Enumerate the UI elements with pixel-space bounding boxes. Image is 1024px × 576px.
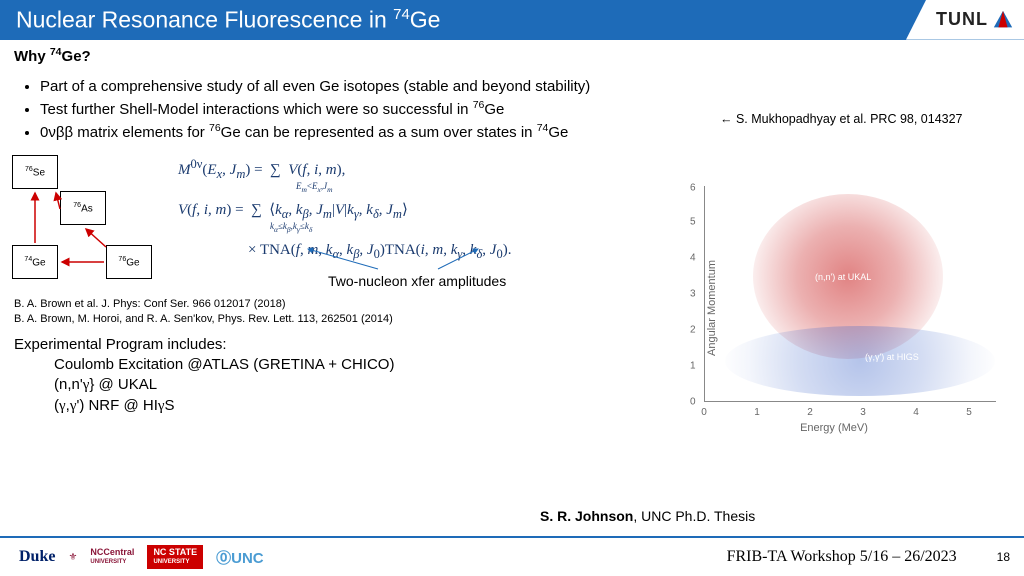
ytick-2: 2 [690,325,696,336]
bullet-1: Part of a comprehensive study of all eve… [40,77,1010,97]
footer-text: FRIB-TA Workshop 5/16 – 26/2023 [727,548,957,566]
eq-1: M0ν(Ex, Jm) = ∑ V(f, i, m),Em<Ex,Jm [178,155,511,195]
bullet-list: Part of a comprehensive study of all eve… [40,77,1010,144]
chart: Angular Momentum Energy (MeV) (n,n') at … [664,178,1004,438]
xtick-3: 3 [860,407,866,418]
chart-frame: (n,n') at UKAL (γ,γ') at HIGS [704,186,996,402]
tunl-icon [992,9,1014,31]
blob-blue-label: (γ,γ') at HIGS [865,352,919,362]
tunl-badge: TUNL [906,0,1024,40]
logos: Duke ⚜ NCCentralUNIVERSITY NC STATEUNIVE… [14,545,269,570]
xtick-0: 0 [701,407,707,418]
ytick-5: 5 [690,217,696,228]
xtick-1: 1 [754,407,760,418]
ref-inline: ← S. Mukhopadhyay et al. PRC 98, 014327 [720,112,963,126]
equations: M0ν(Ex, Jm) = ∑ V(f, i, m),Em<Ex,Jm V(f,… [178,151,511,291]
logo-unc: 🄋UNC [211,545,269,570]
footer: Duke ⚜ NCCentralUNIVERSITY NC STATEUNIVE… [0,536,1024,576]
title-bar: Nuclear Resonance Fluorescence in 74Ge T… [0,0,1024,40]
ytick-3: 3 [690,289,696,300]
page-number: 18 [997,550,1010,564]
eq-3: × TNA(f, m, kα, kβ, J0)TNA(i, m, kγ, kδ,… [248,239,511,264]
logo-ncstate: NC STATEUNIVERSITY [147,545,203,568]
eq-2: V(f, i, m) = ∑ ⟨kα, kβ, Jm|V|kγ, kδ, Jm⟩… [178,199,511,235]
decay-arrows [8,151,168,291]
title-pre: Nuclear Resonance Fluorescence in [16,7,393,33]
decay-diagram: 76Se 76As 74Ge 76Ge [8,151,168,291]
logo-duke: Duke [14,546,60,568]
xtick-2: 2 [807,407,813,418]
amplitude-label: Two-nucleon xfer amplitudes [328,271,506,292]
logo-sep-1: ⚜ [68,552,77,563]
xtick-5: 5 [966,407,972,418]
title-post: Ge [410,7,441,33]
blob-red-label: (n,n') at UKAL [815,272,871,282]
ytick-6: 6 [690,183,696,194]
ytick-0: 0 [690,397,696,408]
ytick-4: 4 [690,253,696,264]
blob-blue [725,326,995,396]
chart-xlabel: Energy (MeV) [800,422,868,434]
logo-nccentral: NCCentralUNIVERSITY [85,546,139,567]
xtick-4: 4 [913,407,919,418]
ytick-1: 1 [690,361,696,372]
title-sup: 74 [393,6,410,23]
tunl-text: TUNL [936,9,988,30]
subheader: Why 74Ge? [14,46,1010,65]
attribution: S. R. Johnson, UNC Ph.D. Thesis [540,508,755,524]
